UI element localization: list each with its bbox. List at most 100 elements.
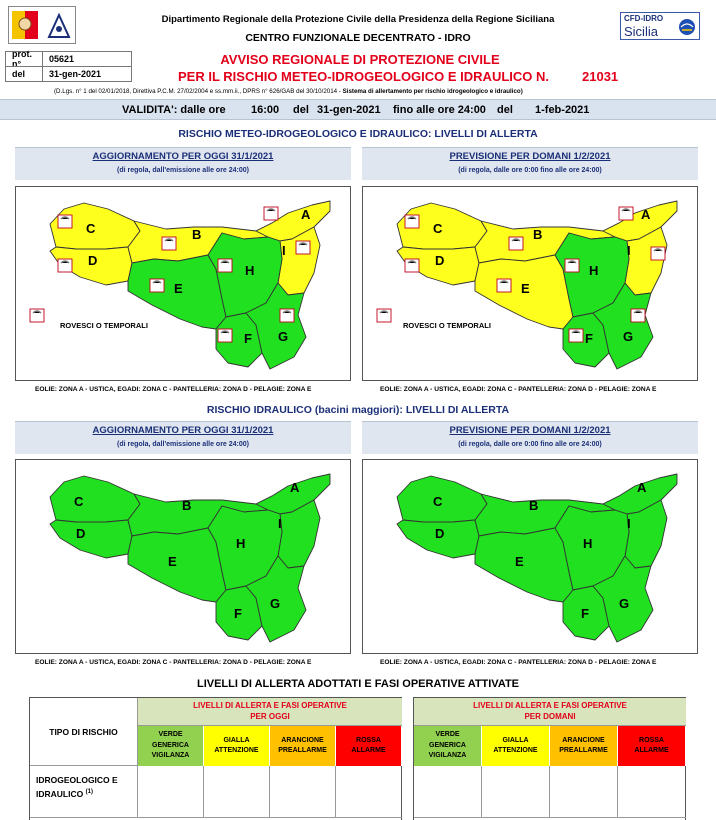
prot-number: 05621 [42,51,132,67]
panel-oggi-meteo-header: AGGIORNAMENTO PER OGGI 31/1/2021 (di reg… [15,147,351,180]
map2-label-a: A [641,207,651,222]
map3-label-h: H [236,536,245,551]
map4-label-e: E [515,554,524,569]
map-meteo-oggi: A B C D E F G H I ROVESCI O TEMPORALI [15,186,351,381]
panel-domani-meteo-header: PREVISIONE PER DOMANI 1/2/2021 (di regol… [362,147,698,180]
tipo-rischio-header: TIPO DI RISCHIO [30,698,138,766]
islands-note-3: EOLIE: ZONA A - USTICA, EGADI: ZONA C - … [35,659,312,666]
map2-label-g: G [623,329,633,344]
map4-label-a: A [637,480,647,495]
map4-label-d: D [435,526,444,541]
level-phase: GENERICA VIGILANZA [151,741,190,760]
zone-g-area [592,555,654,643]
level-phase: ALLARME [634,747,669,754]
domani-cell-gialla [482,766,550,818]
protezione-civile-triangle-icon [47,12,71,38]
legal-bold: Sistema di allertamento per rischio idro… [342,88,523,95]
avviso-subtitle: PER IL RISCHIO METEO-IDROGEOLOGICO E IDR… [178,69,550,84]
header-centro: CENTRO FUNZIONALE DECENTRATO - IDRO [245,32,471,44]
domani-level-arancione: ARANCIONE PREALLARME [550,726,618,766]
islands-note-4: EOLIE: ZONA A - USTICA, EGADI: ZONA C - … [380,659,657,666]
section-idraulico-title: RISCHIO IDRAULICO (bacini maggiori): LIV… [206,404,510,416]
zone-g-area [245,282,307,370]
level-name: ARANCIONE [562,736,605,744]
prot-label: prot. n° [5,49,43,69]
levels-table-title: LIVELLI DI ALLERTA ADOTTATI E FASI OPERA… [196,678,520,690]
domani-levels-header: LIVELLI DI ALLERTA E FASI OPERATIVE PER … [414,698,686,726]
map4-label-b: B [529,498,538,513]
map2-label-i: I [627,243,631,258]
zone-d-area [49,519,133,559]
domani-levels-head1: LIVELLI DI ALLERTA E FASI OPERATIVE [473,701,627,710]
cfd-idro-logo: CFD-IDRO Sicilia [620,12,700,40]
panel-oggi-idro-subtitle: (di regola, dall'emissione alle ore 24:0… [117,441,249,448]
map-meteo-domani: A B C D E F G H I ROVESCI O TEMPORALI [362,186,698,381]
zone-e-area [474,527,574,603]
map4-label-i: I [627,516,631,531]
map1-label-a: A [301,207,311,222]
domani-cell-verde [414,766,482,818]
zone-g-area [592,282,654,370]
map3-label-g: G [270,596,280,611]
level-phase: ALLARME [351,747,386,754]
map1-label-f: F [244,331,252,346]
cfd-globe-icon [679,19,695,35]
map4-label-g: G [619,596,629,611]
cfd-logo-sicilia: Sicilia [624,24,658,39]
level-phase: PREALLARME [278,747,327,754]
level-phase: GENERICA VIGILANZA [428,741,467,760]
map4-label-h: H [583,536,592,551]
domani-cell-rossa [618,766,686,818]
map2-label-h: H [589,263,598,278]
map4-label-f: F [581,606,589,621]
oggi-levels-head1: LIVELLI DI ALLERTA E FASI OPERATIVE [193,701,347,710]
row-label-text: IDROGEOLOGICO E IDRAULICO [36,775,118,799]
levels-table-right: LIVELLI DI ALLERTA E FASI OPERATIVE PER … [413,697,686,820]
del-date: 31-gen-2021 [42,66,132,82]
validita-start-time: 16:00 [251,104,280,116]
row-label-sup: (1) [85,788,93,795]
map1-label-d: D [88,253,97,268]
oggi-level-rossa: ROSSA ALLARME [336,726,402,766]
section-meteo-title: RISCHIO METEO-IDROGEOLOGICO E IDRAULICO:… [178,128,538,140]
header-department: Dipartimento Regionale della Protezione … [161,14,555,25]
oggi-cell-rossa [336,766,402,818]
oggi-levels-header: LIVELLI DI ALLERTA E FASI OPERATIVE PER … [138,698,402,726]
map-idraulico-oggi: A B C D E F G H I [15,459,351,654]
map2-label-c: C [433,221,443,236]
map3-label-c: C [74,494,84,509]
oggi-cell-verde [138,766,204,818]
panel-domani-title: PREVISIONE PER DOMANI 1/2/2021 [449,151,611,162]
map2-label-d: D [435,253,444,268]
level-phase: ATTENZIONE [493,747,538,754]
validita-del1: del [293,104,309,116]
map-idraulico-domani: A B C D E F G H I [362,459,698,654]
panel-oggi-idro-header: AGGIORNAMENTO PER OGGI 31/1/2021 (di reg… [15,421,351,454]
map3-label-a: A [290,480,300,495]
panel-domani-idro-title: PREVISIONE PER DOMANI 1/2/2021 [449,425,611,436]
del-label: del [5,66,43,82]
map3-label-f: F [234,606,242,621]
zone-c-area [49,475,141,523]
map1-label-h: H [245,263,254,278]
map4-label-c: C [433,494,443,509]
validita-end-date: 1-feb-2021 [535,104,590,116]
panel-domani-subtitle: (di regola, dalle ore 0:00 fino alle ore… [458,167,602,174]
level-phase: PREALLARME [559,747,608,754]
islands-note-1: EOLIE: ZONA A - USTICA, EGADI: ZONA C - … [35,386,312,393]
validita-del2: del [497,104,513,116]
cfd-logo-text: CFD-IDRO [624,14,664,23]
avviso-number: 21031 [582,69,619,84]
domani-level-verde: VERDE GENERICA VIGILANZA [414,726,482,766]
map2-label-f: F [585,331,593,346]
legal-plain: (D.Lgs. n° 1 del 02/01/2018, Direttiva P… [54,88,343,95]
oggi-level-arancione: ARANCIONE PREALLARME [270,726,336,766]
map3-label-e: E [168,554,177,569]
level-name: VERDE [435,731,460,739]
zone-e-area [127,527,227,603]
map2-label-e: E [521,281,530,296]
regione-logo [8,6,76,44]
map1-label-g: G [278,329,288,344]
level-phase: ATTENZIONE [214,747,259,754]
validita-band: VALIDITA': dalle ore 16:00 del 31-gen-20… [0,99,716,120]
